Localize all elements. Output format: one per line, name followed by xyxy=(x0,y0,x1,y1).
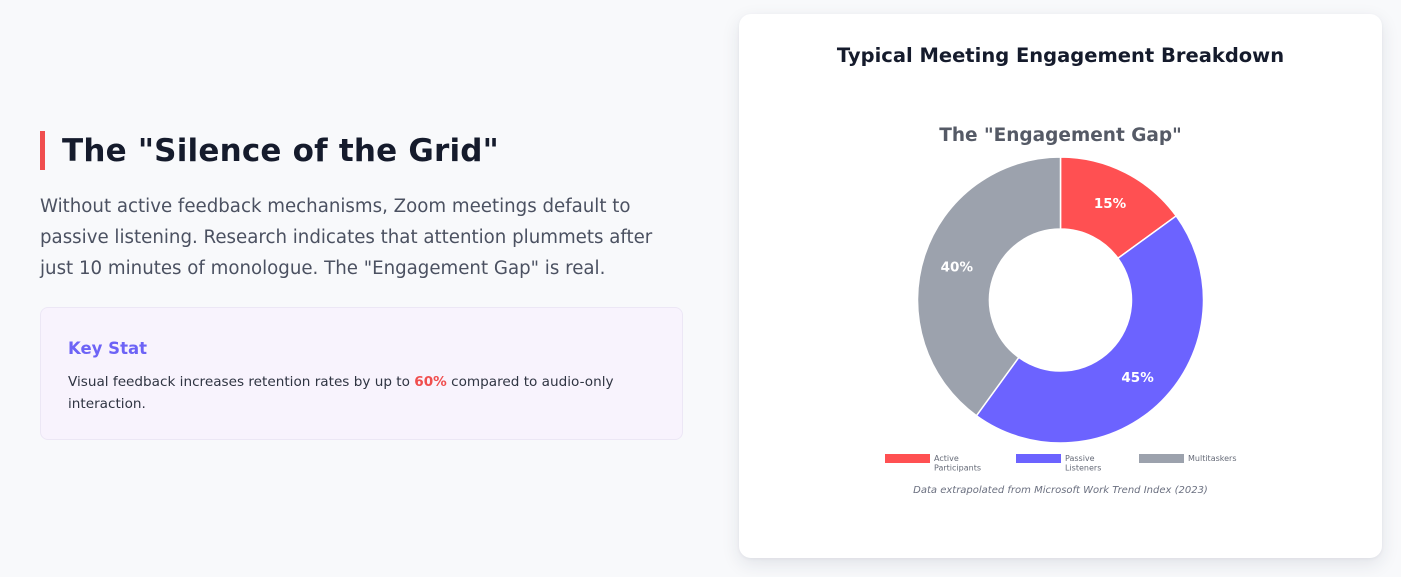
legend-label: Passive xyxy=(1065,454,1095,463)
intro-section: The "Silence of the Grid" Without active… xyxy=(40,131,685,284)
page-title: The "Silence of the Grid" xyxy=(62,132,500,169)
key-stat-text-after: compared to audio-only interaction. xyxy=(68,374,614,412)
chart-card-title: Typical Meeting Engagement Breakdown xyxy=(836,44,1285,67)
legend-swatch xyxy=(1139,454,1184,463)
key-stat-card: Key Stat Visual feedback increases reten… xyxy=(40,307,683,440)
donut-slice-label: 40% xyxy=(941,259,974,275)
key-stat-text: Visual feedback increases retention rate… xyxy=(68,371,655,415)
section-heading: The "Silence of the Grid" xyxy=(40,131,685,170)
heading-accent-bar xyxy=(40,131,45,170)
chart-card: Typical Meeting Engagement Breakdown The… xyxy=(739,14,1382,558)
donut-slice-label: 15% xyxy=(1094,196,1127,212)
legend-swatch xyxy=(1016,454,1061,463)
legend-label: Multitaskers xyxy=(1188,454,1237,463)
section-description: Without active feedback mechanisms, Zoom… xyxy=(40,196,653,279)
donut-chart: The "Engagement Gap" 15% 45% 40% ActiveParti… xyxy=(885,125,1237,473)
donut-slice xyxy=(916,156,1062,417)
key-stat-highlight: 60% xyxy=(414,374,447,390)
key-stat-title: Key Stat xyxy=(68,339,147,358)
chart-source-note: Data extrapolated from Microsoft Work Tr… xyxy=(913,485,1208,496)
legend-label: Active xyxy=(934,454,959,463)
legend-label: Listeners xyxy=(1065,464,1101,473)
donut-chart-title: The "Engagement Gap" xyxy=(939,125,1182,146)
legend-swatch xyxy=(885,454,930,463)
key-stat-text-before: Visual feedback increases retention rate… xyxy=(68,374,415,390)
legend-label: Participants xyxy=(934,464,981,473)
donut-slice xyxy=(975,214,1205,444)
donut-slice-label: 45% xyxy=(1121,370,1154,386)
